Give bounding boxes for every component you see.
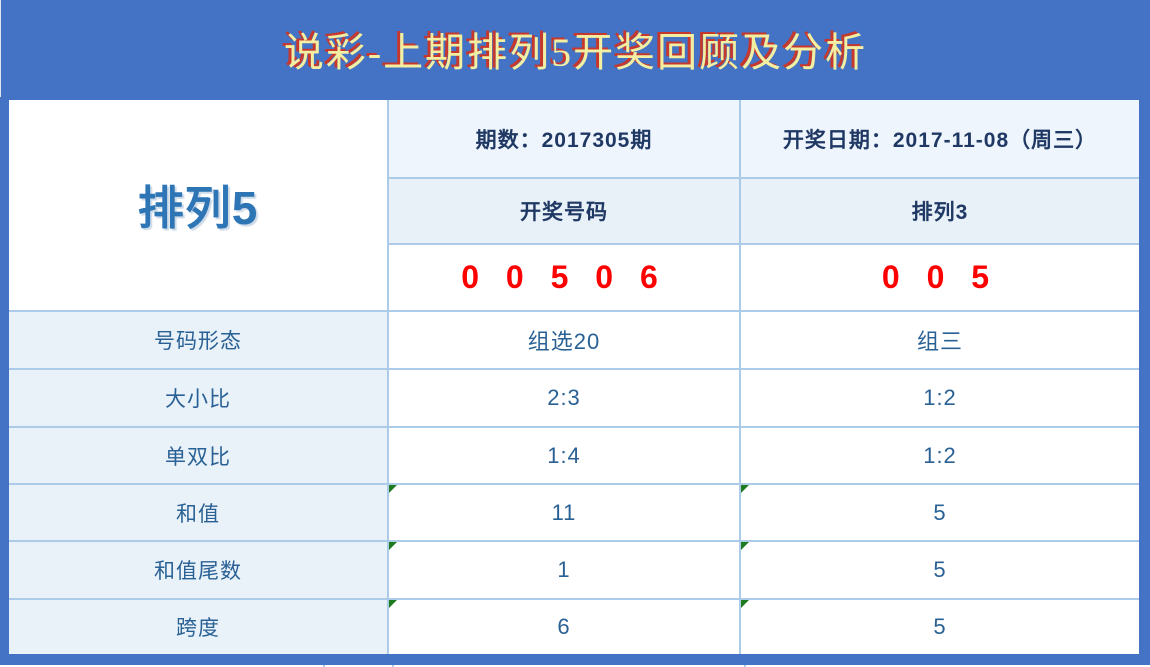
excel-flag-icon — [389, 485, 397, 493]
issue-text: 期数：2017305期 — [475, 128, 653, 152]
table-cell: 5 — [741, 542, 1139, 600]
excel-flag-icon — [389, 542, 397, 550]
stat-value: 组三 — [916, 329, 963, 354]
table-cell: 组选20 — [389, 312, 741, 370]
table-row-label: 单双比 — [9, 428, 389, 485]
table-row-label: 和值尾数 — [9, 542, 389, 600]
table-cell: 5 — [741, 600, 1139, 654]
table-cell: 11 — [389, 485, 741, 542]
page-title: 说彩-上期排列5开奖回顾及分析 — [283, 29, 868, 75]
next-table-edge — [0, 665, 1150, 667]
winning-number-pl3: 0 0 5 — [881, 259, 999, 295]
stat-label: 和值 — [176, 502, 220, 526]
table-cell: 1:4 — [389, 428, 741, 485]
stat-label: 和值尾数 — [154, 560, 242, 583]
stat-value: 5 — [933, 557, 947, 582]
table-cell: 2:3 — [389, 370, 741, 428]
stat-value: 5 — [933, 614, 947, 639]
excel-flag-icon — [741, 542, 749, 550]
stat-value: 2:3 — [547, 385, 581, 410]
stat-value: 组选20 — [527, 329, 601, 354]
stat-label: 跨度 — [176, 617, 220, 640]
table-cell: 1 — [389, 542, 741, 600]
table-row-label: 大小比 — [9, 370, 389, 428]
table-cell: 6 — [389, 600, 741, 654]
stat-label: 单双比 — [165, 445, 231, 469]
table-cell: 5 — [741, 485, 1139, 542]
table-cell: 1:2 — [741, 370, 1139, 428]
table-row-label: 号码形态 — [9, 312, 389, 370]
stat-value: 6 — [557, 614, 571, 639]
table-cell: 1:2 — [741, 428, 1139, 485]
game-name: 排列5 — [137, 182, 259, 234]
table-cell: 组三 — [741, 312, 1139, 370]
pl3-header: 排列3 — [911, 201, 969, 224]
stat-value: 1 — [557, 557, 571, 582]
stat-value: 11 — [551, 499, 577, 525]
divider — [744, 665, 746, 667]
pl3-header-cell: 排列3 — [741, 179, 1139, 245]
lottery-table-grid: 排列5 期数：2017305期 开奖日期：2017-11-08（周三） 开奖号码… — [9, 100, 1139, 654]
excel-flag-icon — [389, 600, 397, 608]
divider — [392, 665, 394, 667]
winning-number-pl5: 0 0 5 0 6 — [461, 259, 667, 295]
stat-value: 1:2 — [923, 442, 957, 468]
game-name-cell: 排列5 — [9, 100, 389, 312]
stat-label: 大小比 — [165, 388, 231, 411]
draw-date-cell: 开奖日期：2017-11-08（周三） — [741, 100, 1139, 179]
stat-value: 1:4 — [547, 442, 581, 468]
table-row-label: 跨度 — [9, 600, 389, 654]
excel-flag-icon — [741, 485, 749, 493]
header-banner: 说彩-上期排列5开奖回顾及分析 — [0, 0, 1150, 97]
winning-number-header: 开奖号码 — [520, 201, 608, 224]
table-row-label: 和值 — [9, 485, 389, 542]
stat-label: 号码形态 — [154, 330, 242, 353]
winning-number-cell: 0 0 5 0 6 — [389, 245, 741, 312]
issue-cell: 期数：2017305期 — [389, 100, 741, 179]
excel-flag-icon — [741, 600, 749, 608]
divider — [323, 665, 325, 667]
winning-number-header-cell: 开奖号码 — [389, 179, 741, 245]
stat-value: 5 — [933, 499, 947, 525]
draw-date-text: 开奖日期：2017-11-08（周三） — [782, 128, 1098, 152]
winning-number-pl3-cell: 0 0 5 — [741, 245, 1139, 312]
lottery-table: 排列5 期数：2017305期 开奖日期：2017-11-08（周三） 开奖号码… — [0, 97, 1150, 665]
stat-value: 1:2 — [923, 385, 957, 410]
